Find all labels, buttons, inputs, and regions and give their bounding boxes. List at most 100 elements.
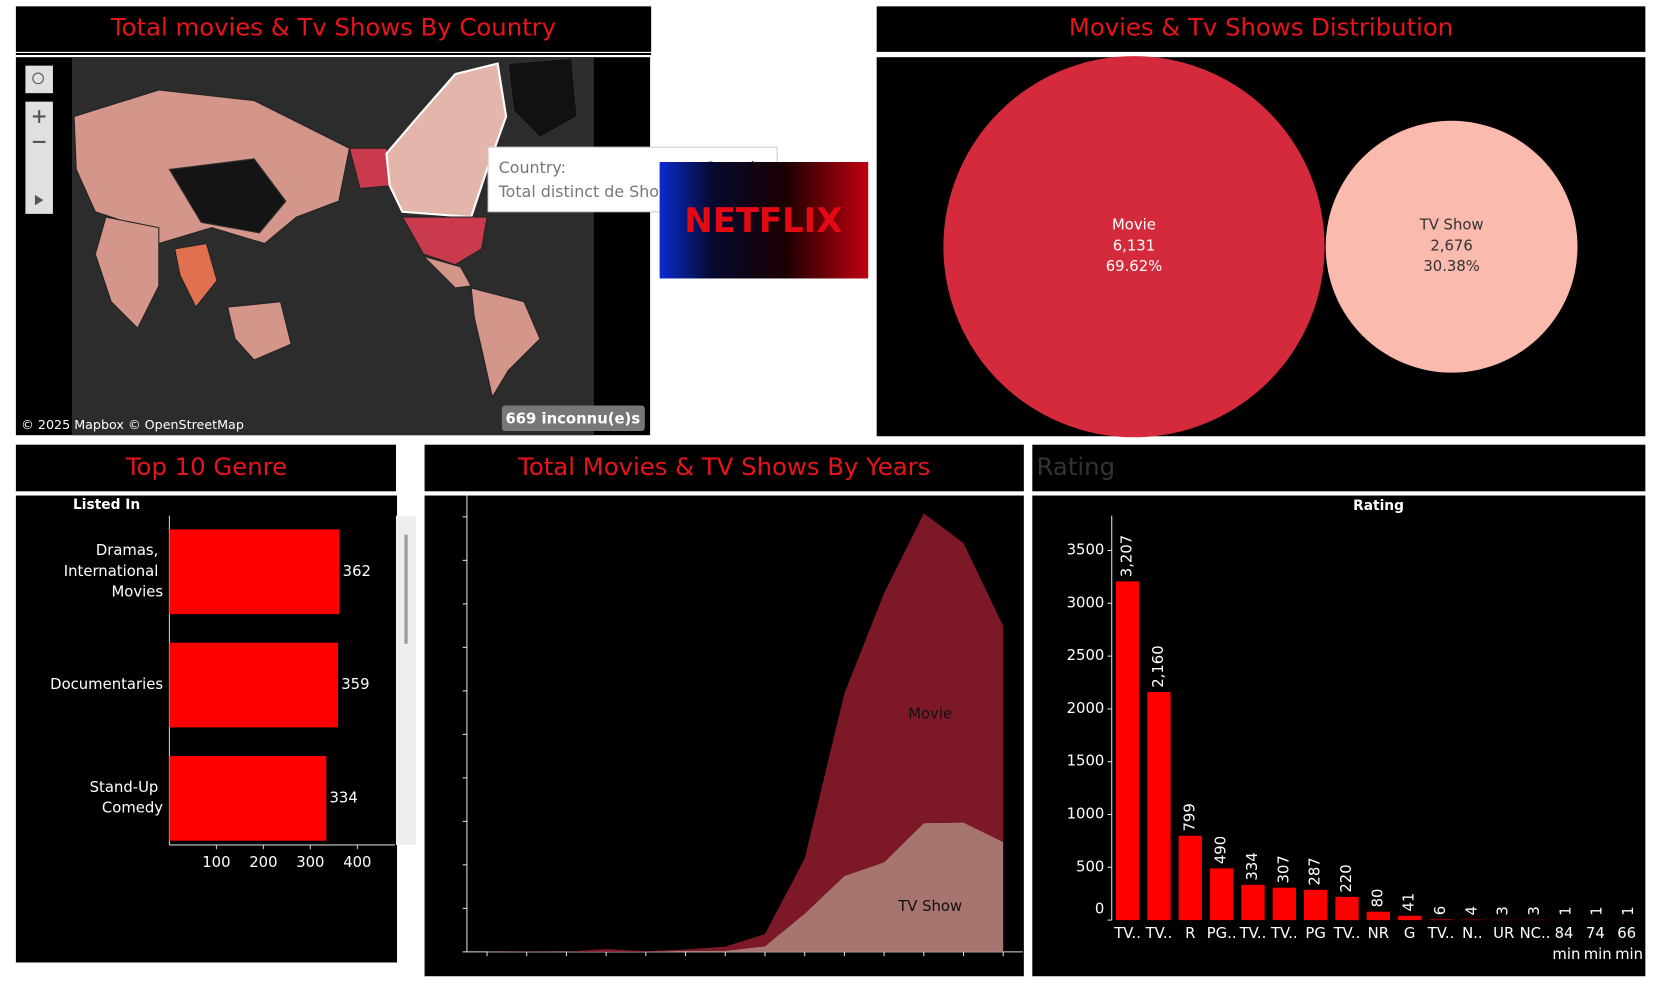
bar: [1147, 692, 1171, 921]
x-tick-label: PG..: [1207, 925, 1237, 942]
x-tick-label: 84 min: [1552, 925, 1580, 963]
y-tick-label: 2000: [1067, 700, 1105, 717]
icon: [32, 72, 44, 85]
value-label: 3: [1495, 906, 1512, 915]
x-tick-label: N..: [1462, 925, 1482, 942]
bar: [1272, 887, 1296, 921]
chart-title: Rating: [1037, 452, 1115, 481]
y-tick-label: Dramas, International Movies: [64, 542, 163, 600]
value-label: 1: [1620, 906, 1637, 915]
unknown-badge-text: 669 inconnu(e)s: [505, 410, 640, 427]
title-bar: [15, 6, 652, 52]
x-tick-label: NC..: [1520, 925, 1551, 942]
bar: [1209, 868, 1234, 921]
bubble-label: TV Show: [1419, 217, 1484, 234]
y-tick-label: 3500: [1067, 541, 1105, 558]
bar: [169, 642, 339, 728]
value-label: 6,131: [1113, 238, 1155, 255]
y-tick-label: 500: [1076, 858, 1104, 875]
bar: [1115, 581, 1140, 921]
x-tick-label: TV..: [1270, 925, 1298, 942]
value-label: 220: [1338, 864, 1355, 892]
title-bar: [1032, 444, 1646, 492]
value-label: 6: [1432, 906, 1449, 915]
area: [487, 822, 1004, 952]
map-toolbar[interactable]: [25, 65, 53, 214]
value-label: 362: [343, 563, 371, 580]
value-label: 2,676: [1430, 238, 1472, 255]
bar: [1178, 835, 1202, 921]
x-tick-label: TV..: [1113, 925, 1141, 942]
map-title: Total movies & Tv Shows By Country: [110, 13, 556, 42]
y-tick-label: 0: [1095, 901, 1104, 918]
bar: [1335, 896, 1359, 921]
y-tick-label: Stand-Up Comedy: [90, 779, 164, 817]
bar: [1366, 911, 1390, 921]
scrollbar-thumb[interactable]: [404, 534, 408, 644]
x-tick-label: TV..: [1333, 925, 1361, 942]
search-button[interactable]: [25, 65, 53, 94]
value-label: 80: [1369, 889, 1386, 908]
chart-title: Movies & Tv Shows Distribution: [1069, 13, 1453, 42]
value-label: 3: [1526, 906, 1543, 915]
y-tick-label: 2500: [1067, 647, 1105, 664]
unknown-badge[interactable]: [501, 405, 645, 431]
bar: [169, 529, 340, 615]
bar: [1241, 884, 1265, 921]
value-label: 359: [341, 676, 369, 693]
axis-header: Listed In: [73, 497, 140, 513]
bubble-label: Movie: [1112, 217, 1156, 234]
x-tick-label: 200: [249, 854, 277, 871]
tooltip-label: Total distinct de Show Id:: [498, 182, 697, 201]
attribution: © 2025 Mapbox © OpenStreetMap: [21, 417, 244, 432]
x-tick-label: UR: [1493, 925, 1514, 942]
logo: [659, 162, 869, 279]
icon: [34, 194, 44, 206]
x-tick-label: TV..: [1427, 925, 1455, 942]
bubble: [943, 56, 1325, 438]
value-label: 3,207: [1119, 535, 1136, 577]
x-tick-label: 74 min: [1584, 925, 1612, 963]
bar: [169, 756, 327, 841]
share-label: 30.38%: [1423, 258, 1479, 275]
x-tick-label: 400: [343, 854, 371, 871]
x-tick-label: 300: [296, 854, 324, 871]
x-tick-label: R: [1185, 925, 1195, 942]
bar: [1398, 915, 1422, 921]
scrollbar[interactable]: [395, 515, 417, 845]
series-label: Movie: [908, 706, 952, 723]
share-label: 69.62%: [1106, 258, 1162, 275]
value-label: 334: [330, 789, 358, 806]
title-bar: [424, 444, 1024, 492]
series-label: TV Show: [897, 898, 962, 915]
value-label: 490: [1213, 836, 1230, 864]
x-tick-label: TV..: [1145, 925, 1173, 942]
y-tick-label: Documentaries: [50, 676, 163, 693]
tooltip-label: Country:: [499, 158, 566, 177]
y-tick-label: 1500: [1067, 753, 1105, 770]
map-land: [73, 57, 578, 399]
value-label: 4: [1463, 906, 1480, 915]
x-tick-label: TV..: [1239, 925, 1267, 942]
value-label: 1: [1589, 906, 1606, 915]
value-label: 1: [1557, 906, 1574, 915]
x-tick-label: 66 min: [1615, 925, 1643, 963]
chart-title: Total Movies & TV Shows By Years: [517, 452, 930, 481]
x-tick-label: PG: [1305, 925, 1325, 942]
x-tick-label: G: [1404, 925, 1415, 942]
value-label: 287: [1307, 857, 1324, 885]
bar: [1304, 889, 1328, 921]
y-tick-label: 1000: [1067, 806, 1105, 823]
title-bar: [15, 444, 396, 492]
icon: [32, 110, 46, 143]
bubble: [1325, 120, 1578, 373]
logo-text: NETFLIX: [684, 201, 842, 240]
value-label: 41: [1401, 893, 1418, 912]
title-bar: [876, 6, 1646, 52]
x-tick-label: 100: [202, 854, 230, 871]
axis-header: Rating: [1353, 498, 1404, 514]
area: [487, 513, 1004, 952]
y-tick-label: 3000: [1067, 594, 1105, 611]
